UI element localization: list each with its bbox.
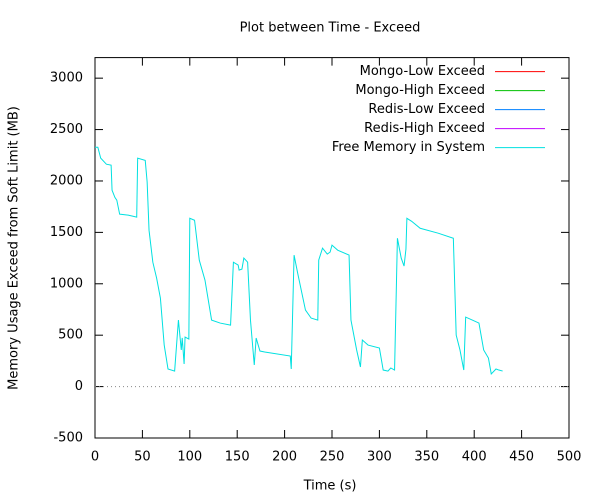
x-tick-label: 500	[557, 450, 582, 465]
y-tick-label: 2500	[50, 122, 83, 137]
y-tick-label: -500	[53, 431, 83, 446]
chart-title: Plot between Time - Exceed	[240, 21, 421, 36]
x-axis-label: Time (s)	[303, 479, 357, 494]
x-tick-label: 250	[320, 450, 345, 465]
x-tick-label: 350	[414, 450, 439, 465]
x-tick-label: 100	[177, 450, 202, 465]
y-tick-label: 3000	[50, 71, 83, 86]
legend-label: Mongo-Low Exceed	[360, 64, 485, 79]
x-tick-label: 50	[134, 450, 151, 465]
x-tick-label: 400	[462, 450, 487, 465]
y-axis-label: Memory Usage Exceed from Soft Limit (MB)	[7, 106, 22, 390]
legend-label: Redis-High Exceed	[364, 121, 485, 136]
legend-label: Redis-Low Exceed	[368, 102, 485, 117]
x-tick-label: 300	[367, 450, 392, 465]
y-tick-label: 500	[58, 328, 83, 343]
y-tick-label: 0	[75, 379, 83, 394]
y-tick-label: 1000	[50, 276, 83, 291]
y-tick-label: 2000	[50, 173, 83, 188]
series-line	[95, 146, 503, 376]
x-tick-label: 450	[509, 450, 534, 465]
legend-label: Mongo-High Exceed	[355, 83, 485, 98]
legend-label: Free Memory in System	[332, 140, 485, 155]
y-tick-label: 1500	[50, 225, 83, 240]
x-tick-label: 0	[91, 450, 99, 465]
x-tick-label: 200	[272, 450, 297, 465]
x-tick-label: 150	[225, 450, 250, 465]
